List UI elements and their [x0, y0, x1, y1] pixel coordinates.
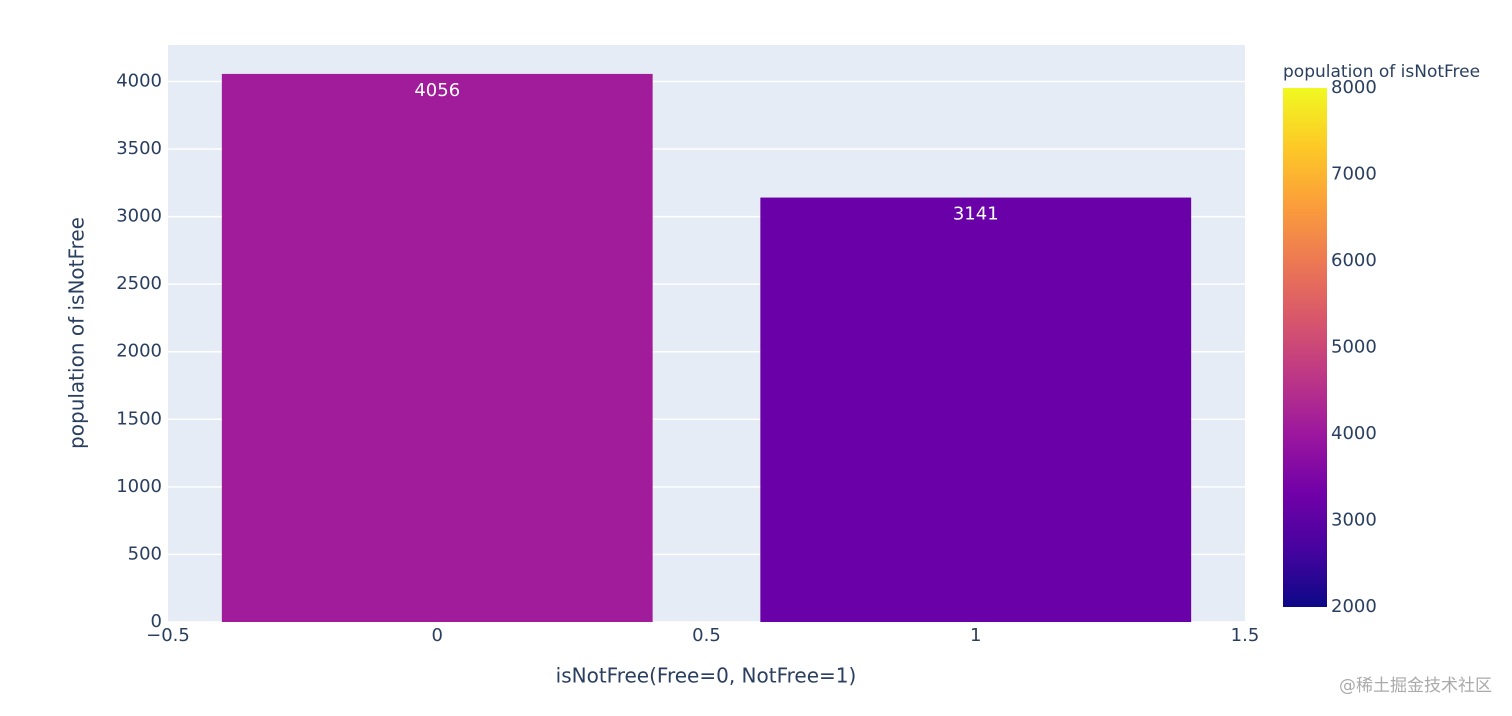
y-tick-label: 2000 — [116, 341, 162, 362]
colorbar-title: population of isNotFree — [1283, 62, 1480, 82]
x-tick-label: 0.5 — [692, 625, 721, 646]
bar — [221, 73, 653, 623]
y-tick-label: 0 — [151, 611, 162, 632]
colorbar-tick-label: 5000 — [1331, 337, 1377, 358]
data-label: 4056 — [414, 80, 460, 101]
colorbar-tick-label: 2000 — [1331, 596, 1377, 617]
colorbar-tick-label: 6000 — [1331, 250, 1377, 271]
y-tick-label: 4000 — [116, 70, 162, 91]
y-tick-label: 2500 — [116, 273, 162, 294]
y-tick-label: 3000 — [116, 206, 162, 227]
colorbar — [1283, 88, 1327, 607]
y-tick-label: 3500 — [116, 138, 162, 159]
x-tick-label: 0 — [432, 625, 443, 646]
x-tick-label: −0.5 — [146, 625, 190, 646]
y-axis-title: population of isNotFree — [65, 217, 89, 449]
y-tick-label: 1500 — [116, 408, 162, 429]
x-tick-label: 1.5 — [1231, 625, 1260, 646]
x-tick-label: 1 — [970, 625, 981, 646]
watermark: @稀土掘金技术社区 — [1339, 676, 1492, 696]
bar — [760, 197, 1192, 622]
y-tick-label: 500 — [128, 543, 162, 564]
colorbar-tick-label: 3000 — [1331, 510, 1377, 531]
colorbar-tick-label: 4000 — [1331, 423, 1377, 444]
y-tick-label: 1000 — [116, 476, 162, 497]
colorbar-tick-label: 8000 — [1331, 77, 1377, 98]
x-axis-title: isNotFree(Free=0, NotFree=1) — [556, 664, 857, 688]
data-label: 3141 — [953, 204, 999, 225]
colorbar-tick-label: 7000 — [1331, 164, 1377, 185]
